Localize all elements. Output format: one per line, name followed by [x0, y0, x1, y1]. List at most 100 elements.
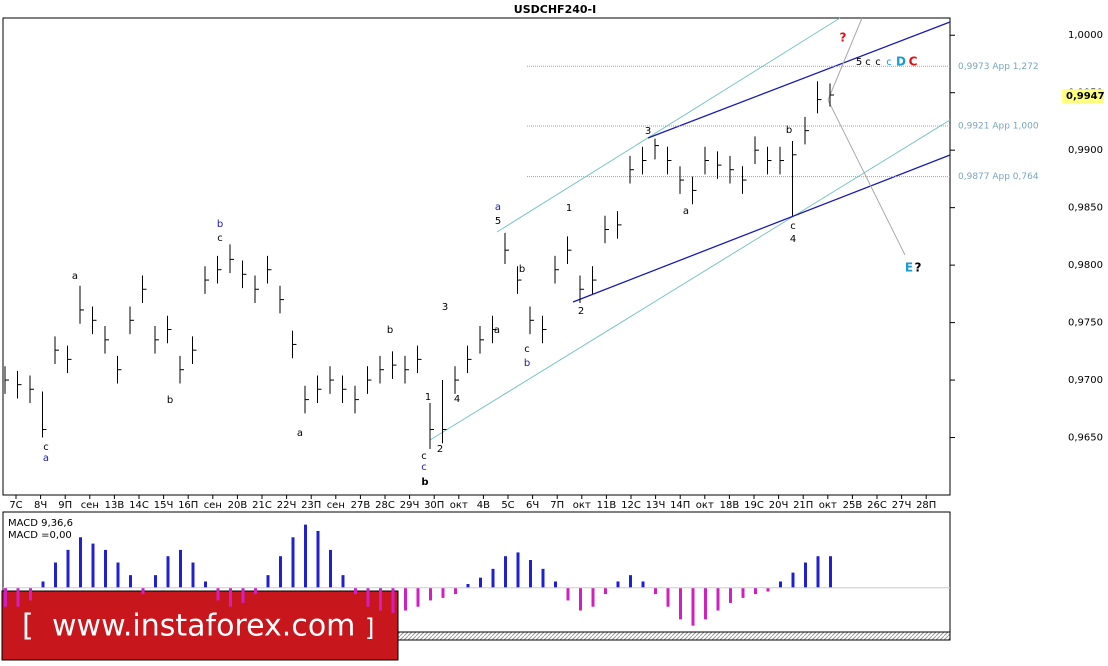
price-bar	[629, 155, 634, 184]
macd-bar	[516, 552, 520, 588]
wave-label: 2	[437, 444, 443, 455]
price-bar	[54, 336, 59, 364]
x-tick-label: 18В	[720, 500, 740, 511]
macd-bar	[691, 587, 695, 626]
price-bar	[342, 375, 347, 404]
macd-bar	[541, 568, 545, 588]
macd-bar	[4, 587, 7, 607]
wave-label: c	[865, 57, 871, 68]
wave-label: 4	[790, 234, 796, 245]
price-bar	[779, 146, 784, 175]
macd-bar	[829, 556, 832, 588]
price-bar	[117, 355, 122, 384]
price-bar	[304, 385, 309, 414]
macd-bar	[341, 575, 345, 588]
price-bar	[492, 315, 497, 344]
price-bar	[654, 138, 659, 160]
wave-label: 5	[856, 57, 862, 68]
price-bar	[229, 244, 234, 274]
wave-label: 3	[645, 126, 651, 137]
price-bar	[829, 83, 834, 107]
wave-label: 4	[454, 394, 460, 405]
macd-bar	[404, 587, 407, 611]
macd-bar	[429, 587, 432, 601]
price-bar	[392, 351, 397, 379]
price-bar	[254, 275, 259, 304]
y-tick-label: 1,0000	[1068, 30, 1103, 41]
macd-bar	[254, 587, 257, 595]
macd-bar	[579, 587, 582, 611]
x-tick-label: 21П	[793, 500, 813, 511]
wave-label: b	[167, 395, 173, 406]
price-bar	[17, 370, 22, 399]
macd-bar	[129, 575, 132, 588]
price-bar	[192, 336, 197, 364]
banner-text: www.instaforex.com	[52, 609, 355, 644]
price-bar	[417, 345, 422, 374]
price-bar	[517, 266, 522, 294]
projection-line	[827, 17, 863, 101]
projection-line	[827, 99, 906, 256]
price-bar	[317, 375, 322, 404]
x-tick-label: сен	[327, 500, 345, 511]
x-tick-label: 16П	[178, 500, 198, 511]
wave-label: a	[72, 271, 78, 282]
x-tick-label: 27В	[351, 500, 371, 511]
macd-bar	[591, 587, 595, 607]
price-bar	[742, 166, 747, 194]
wave-label: 5	[495, 216, 501, 227]
macd-bar	[54, 562, 57, 588]
price-bar	[179, 355, 184, 384]
x-tick-label: 20Ч	[769, 500, 789, 511]
wave-label: a	[494, 325, 500, 336]
x-tick-label: 20В	[228, 500, 248, 511]
macd-bar	[504, 556, 507, 588]
x-tick-label: 12С	[621, 500, 641, 511]
price-bar	[479, 326, 484, 354]
wave-label: c	[790, 221, 796, 232]
macd-bar	[804, 562, 807, 588]
wave-label: b	[387, 325, 393, 336]
macd-bar	[554, 581, 557, 588]
macd-bar	[304, 524, 307, 588]
y-tick-label: 0,9700	[1068, 375, 1103, 386]
price-bar	[42, 391, 47, 438]
wave-label: D	[896, 55, 906, 69]
price-bar	[404, 355, 409, 384]
price-bar	[692, 176, 697, 205]
macd-bar	[191, 562, 195, 588]
macd-bar	[204, 581, 207, 588]
macd-bar	[604, 587, 607, 595]
x-tick-label: окт	[450, 500, 468, 511]
macd-bar	[729, 587, 732, 603]
macd-bar	[354, 587, 357, 595]
macd-bar	[441, 587, 445, 598]
x-tick-label: 19С	[744, 500, 764, 511]
price-bar	[442, 380, 447, 444]
macd-bar	[391, 587, 395, 614]
macd-value: MACD =0,00	[8, 530, 72, 541]
wave-label: b	[786, 125, 792, 136]
macd-bar	[266, 575, 270, 588]
macd-bar	[229, 587, 232, 607]
wave-label: c	[886, 57, 892, 68]
price-bar	[567, 236, 572, 264]
price-bar	[279, 285, 284, 314]
price-bar	[792, 140, 797, 216]
wave-label: c	[217, 233, 223, 244]
price-bar	[817, 81, 822, 114]
level-label: 0,9877 App 0,764	[958, 172, 1039, 182]
price-bar	[642, 146, 647, 175]
macd-bar	[629, 575, 632, 588]
macd-bar	[754, 587, 757, 595]
x-tick-label: 13Ч	[646, 500, 666, 511]
price-bar	[667, 146, 672, 175]
price-bar	[29, 375, 34, 404]
y-tick-label: 0,9800	[1068, 260, 1103, 271]
wave-label: E	[905, 261, 913, 275]
x-tick-label: окт	[573, 500, 591, 511]
wave-label: 3	[442, 302, 448, 313]
x-tick-label: 25В	[843, 500, 863, 511]
macd-bar	[241, 587, 245, 603]
x-tick-label: 5С	[501, 500, 514, 511]
